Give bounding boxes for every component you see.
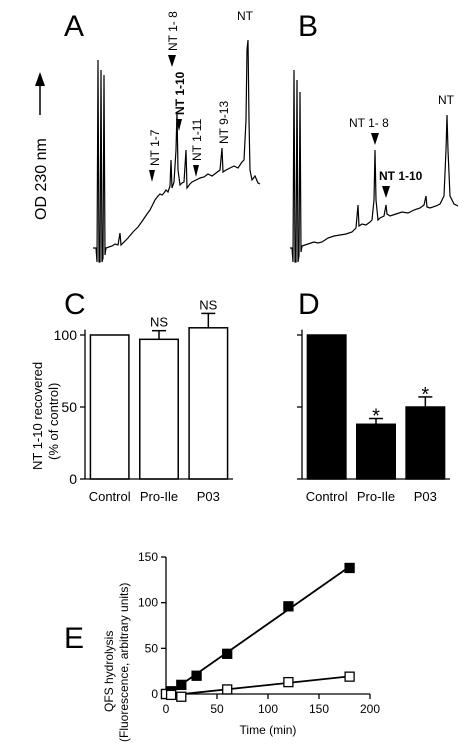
peak-arrow-b-nt1-8	[371, 133, 379, 145]
significance-label: NS	[199, 297, 217, 312]
y-tick-label: 150	[138, 550, 158, 564]
bar-chart-c: 0 50 100 Control NS Pro-Ile NS P03	[54, 297, 233, 504]
e-ylabel-line1: QFS hydrolysis	[102, 631, 116, 712]
panel-letter-d: D	[298, 288, 320, 321]
peak-label-a-nt1-8: NT 1- 8	[166, 11, 180, 51]
category-label: Control	[306, 489, 348, 504]
x-axis-title: Time (min)	[240, 723, 297, 737]
bar-ylabel-line2: (% of control)	[46, 383, 61, 460]
category-label: P03	[197, 489, 220, 504]
bar	[356, 423, 396, 480]
od-axis-label: OD 230 nm	[33, 138, 50, 220]
filled-square-marker	[283, 601, 294, 612]
peak-label-b-nt1-8: NT 1- 8	[349, 116, 389, 130]
fit-line	[165, 675, 350, 697]
x-tick-label: 150	[309, 702, 329, 716]
bar	[139, 338, 179, 480]
peak-arrow-a-nt1-11	[193, 165, 199, 177]
peak-label-a-nt1-10: NT 1-10	[173, 71, 187, 115]
peak-arrow-a-nt1-10	[176, 119, 182, 131]
y-tick-label: 100	[54, 327, 78, 343]
category-label: Control	[89, 489, 131, 504]
peak-label-a-nt1-11: NT 1-11	[190, 118, 204, 161]
filled-square-marker	[191, 670, 202, 681]
e-ylabel-line2: (Fluorescence, arbitrary units)	[117, 583, 131, 742]
open-square-marker	[222, 684, 233, 695]
panel-letter-e: E	[64, 622, 84, 655]
scatter-chart-e: 0 50 100 150 200 0 50 100 150 Time (min)	[138, 550, 380, 737]
x-tick-label: 100	[258, 702, 278, 716]
y-tick-label: 0	[151, 687, 158, 701]
x-tick-label: 50	[210, 702, 224, 716]
peak-arrow-b-nt1-10	[382, 186, 390, 198]
peak-arrow-a-nt1-7	[149, 170, 155, 182]
x-tick-label: 0	[163, 702, 170, 716]
bar	[405, 406, 446, 480]
open-square-marker	[344, 671, 355, 682]
category-label: Pro-Ile	[140, 489, 178, 504]
peak-label-a-nt: NT	[237, 9, 254, 23]
y-tick-label: 50	[145, 641, 159, 655]
x-tick-label: 200	[360, 702, 380, 716]
open-square-marker	[283, 676, 294, 688]
panel-letter-a: A	[64, 10, 84, 43]
category-label: Pro-Ile	[357, 489, 395, 504]
bar-ylabel-line1: NT 1-10 recovered	[30, 362, 45, 470]
peak-label-b-nt: NT	[438, 93, 455, 107]
filled-square-marker	[222, 648, 233, 659]
significance-label: NS	[150, 315, 168, 330]
significance-label: *	[372, 406, 380, 428]
od-arrow-head	[35, 72, 45, 86]
y-tick-label: 50	[61, 399, 77, 415]
chromatogram-a-trace	[93, 39, 261, 263]
filled-square-marker	[344, 562, 355, 574]
peak-arrow-a-nt1-8	[168, 55, 176, 67]
chromatogram-b-trace	[290, 69, 459, 263]
panel-letter-c: C	[64, 288, 86, 321]
peak-label-a-nt1-7: NT 1-7	[148, 129, 162, 166]
panel-letter-b: B	[298, 10, 318, 43]
filled-square-marker	[176, 679, 187, 691]
open-square-marker	[176, 691, 187, 702]
category-label: P03	[414, 489, 437, 504]
peak-label-b-nt1-10: NT 1-10	[379, 169, 423, 183]
y-tick-label: 0	[69, 471, 77, 487]
y-tick-label: 100	[138, 596, 158, 610]
peak-label-a-nt9-13: NT 9-13	[217, 101, 231, 144]
significance-label: *	[421, 384, 429, 406]
bar-chart-d: Control * Pro-Ile * P03	[297, 329, 450, 504]
open-square-marker	[165, 689, 177, 701]
bar	[89, 334, 130, 480]
bar	[188, 327, 229, 480]
bar	[306, 334, 347, 480]
